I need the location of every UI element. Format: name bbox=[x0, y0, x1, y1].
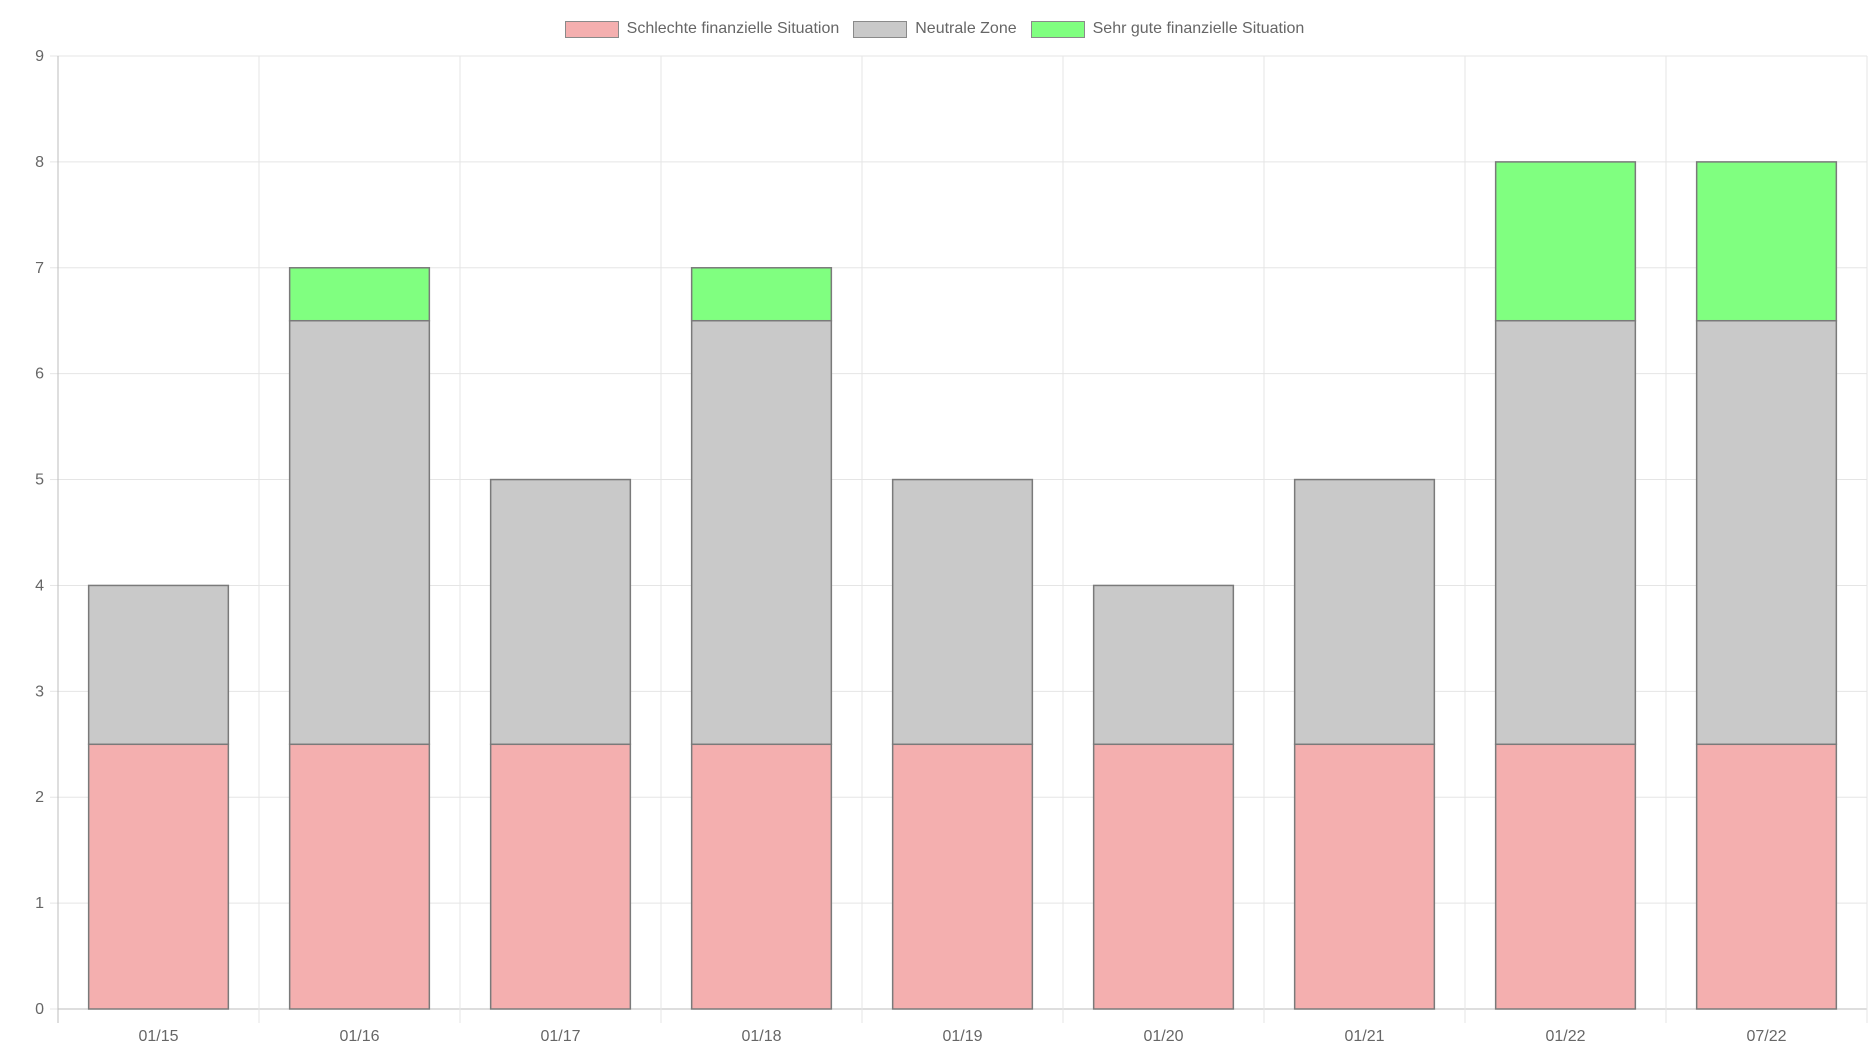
y-tick-label: 4 bbox=[35, 577, 44, 594]
y-tick-label: 6 bbox=[35, 366, 44, 383]
bar-segment bbox=[1092, 743, 1235, 1010]
legend-item-neutral[interactable]: Neutrale Zone bbox=[853, 20, 1017, 38]
bar-segment bbox=[288, 743, 431, 1010]
bar-segment bbox=[489, 478, 632, 746]
bar-segment bbox=[87, 584, 230, 746]
legend-label-good: Sehr gute finanzielle Situation bbox=[1092, 20, 1305, 37]
bar-segment bbox=[690, 743, 833, 1010]
y-tick-label: 3 bbox=[35, 683, 44, 700]
bar-segment bbox=[1494, 319, 1637, 746]
y-tick-label: 9 bbox=[35, 48, 44, 65]
bar-segment bbox=[1695, 319, 1838, 746]
bar-segment bbox=[1695, 161, 1838, 322]
legend-swatch-bad bbox=[564, 20, 619, 38]
legend-item-bad[interactable]: Schlechte finanzielle Situation bbox=[564, 20, 840, 38]
y-tick-label: 5 bbox=[35, 472, 44, 489]
bar-segment bbox=[1494, 743, 1637, 1010]
bar-segment bbox=[87, 743, 230, 1010]
x-tick-label: 01/15 bbox=[138, 1028, 178, 1045]
x-tick-label: 01/22 bbox=[1545, 1028, 1585, 1045]
y-tick-label: 1 bbox=[35, 895, 44, 912]
x-tick-label: 01/18 bbox=[741, 1028, 781, 1045]
bar-segment bbox=[690, 267, 833, 322]
y-tick-label: 7 bbox=[35, 260, 44, 277]
bar-segment bbox=[489, 743, 632, 1010]
bar-segment bbox=[1494, 161, 1637, 322]
legend-label-neutral: Neutrale Zone bbox=[915, 20, 1017, 37]
bar-segment bbox=[891, 478, 1034, 746]
bar-segment bbox=[288, 319, 431, 746]
bar-segment bbox=[288, 267, 431, 322]
bar-segment bbox=[1293, 478, 1436, 746]
legend-label-bad: Schlechte finanzielle Situation bbox=[626, 20, 840, 37]
y-tick-label: 2 bbox=[35, 789, 44, 806]
x-tick-label: 01/20 bbox=[1143, 1028, 1183, 1045]
legend-swatch-neutral bbox=[853, 20, 908, 38]
legend-item-good[interactable]: Sehr gute finanzielle Situation bbox=[1030, 20, 1305, 38]
x-tick-label: 01/19 bbox=[942, 1028, 982, 1045]
y-tick-label: 0 bbox=[35, 1001, 44, 1018]
y-tick-label: 8 bbox=[35, 154, 44, 171]
bar-segment bbox=[690, 319, 833, 746]
x-tick-label: 01/21 bbox=[1344, 1028, 1384, 1045]
bar-segment bbox=[1293, 743, 1436, 1010]
x-tick-label: 07/22 bbox=[1746, 1028, 1786, 1045]
bar-segment bbox=[1092, 584, 1235, 746]
chart-legend: Schlechte finanzielle Situation Neutrale… bbox=[0, 20, 1869, 38]
bar-segment bbox=[1695, 743, 1838, 1010]
x-tick-label: 01/16 bbox=[339, 1028, 379, 1045]
x-tick-label: 01/17 bbox=[540, 1028, 580, 1045]
legend-swatch-good bbox=[1030, 20, 1085, 38]
bar-segment bbox=[891, 743, 1034, 1010]
